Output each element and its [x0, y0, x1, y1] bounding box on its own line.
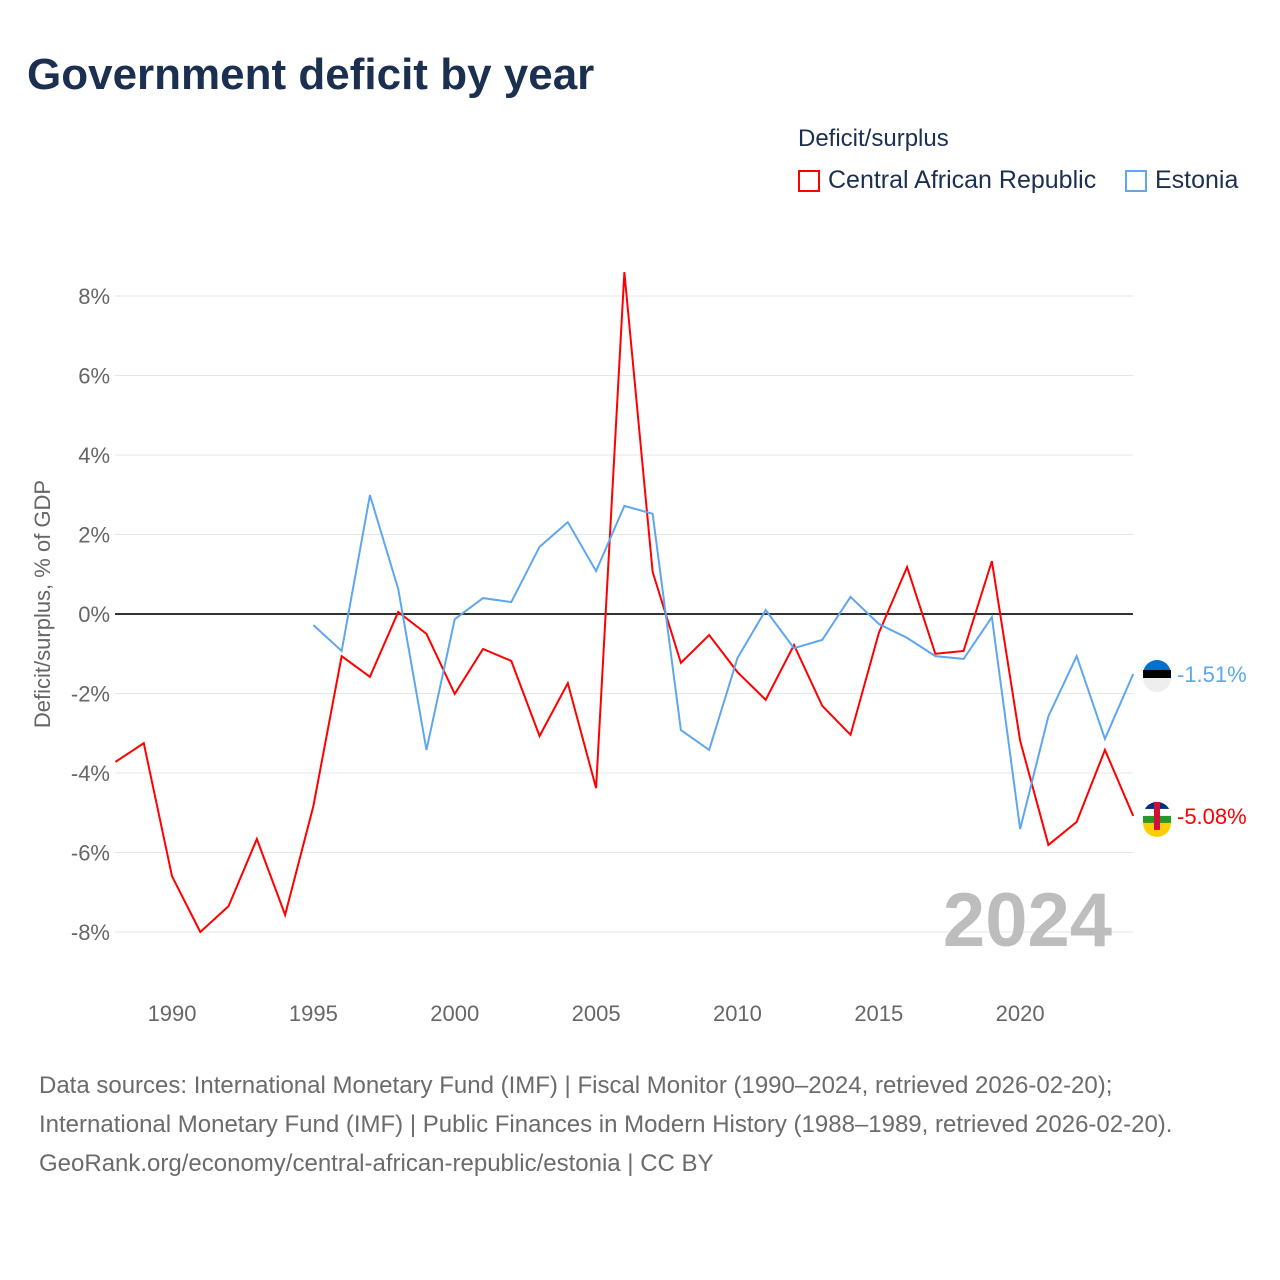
chart-area: -8% -6% -4% -2% 0% 2% 4% 6% 8% 1990 1995 2000 2005 20…: [30, 272, 1247, 1026]
x-tick-label: 1990: [148, 1001, 197, 1026]
legend-label: Central African Republic: [828, 166, 1097, 194]
y-tick-label: 0%: [78, 602, 110, 627]
legend-item-estonia[interactable]: Estonia: [1125, 166, 1238, 195]
chart-title: Government deficit by year: [27, 50, 595, 99]
footer: Data sources: International Monetary Fun…: [39, 1066, 1239, 1183]
y-tick-label: -6%: [71, 841, 110, 866]
y-tick-label: 6%: [78, 364, 110, 389]
flag-stripe: [1154, 801, 1160, 830]
y-tick-label: 8%: [78, 284, 110, 309]
flag-stripe: [1143, 678, 1171, 693]
end-value-label: -5.08%: [1177, 804, 1247, 829]
x-tick-label: 2005: [572, 1001, 621, 1026]
legend-swatch: [1125, 169, 1147, 192]
x-tick-label: 2000: [430, 1001, 479, 1026]
x-tick-label: 2020: [996, 1001, 1045, 1026]
legend-label: Estonia: [1155, 166, 1239, 194]
y-tick-label: 4%: [78, 443, 110, 468]
flag-stripe: [1143, 670, 1171, 679]
x-tick-label: 1995: [289, 1001, 338, 1026]
flag-stripe: [1143, 822, 1171, 837]
legend-swatch: [798, 169, 820, 192]
legend-item-car[interactable]: Central African Republic: [798, 166, 1096, 195]
series-line-estonia: [312, 494, 1135, 830]
legend-title: Deficit/surplus: [798, 125, 949, 152]
series-line-car: [114, 272, 1135, 934]
y-tick-label: -8%: [71, 920, 110, 945]
x-tick-label: 2015: [854, 1001, 903, 1026]
year-label: 2024: [943, 878, 1112, 963]
y-tick-label: 2%: [78, 523, 110, 548]
data-sources: Data sources: International Monetary Fun…: [39, 1072, 1173, 1138]
y-axis-label: Deficit/surplus, % of GDP: [30, 480, 55, 728]
end-value-label: -1.51%: [1177, 662, 1247, 687]
source-link[interactable]: GeoRank.org/economy/central-african-repu…: [39, 1150, 714, 1177]
y-tick-label: -4%: [71, 761, 110, 786]
x-tick-label: 2010: [713, 1001, 762, 1026]
y-tick-label: -2%: [71, 682, 110, 707]
